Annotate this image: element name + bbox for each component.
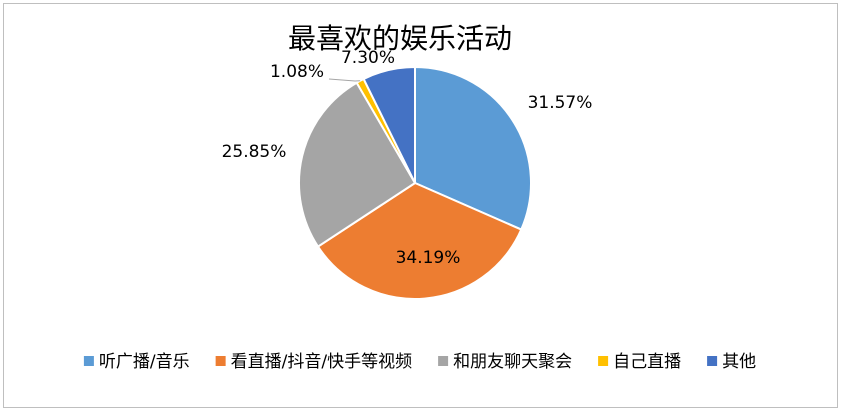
legend-label: 其他 — [722, 352, 756, 372]
data-label: 1.08% — [270, 62, 324, 82]
data-label: 7.30% — [341, 48, 395, 68]
legend-swatch — [83, 356, 94, 366]
legend-swatch — [438, 356, 449, 366]
pie-slice — [414, 65, 532, 231]
legend-swatch — [215, 356, 226, 366]
pie-slice — [298, 81, 417, 248]
pie-slice — [316, 181, 523, 300]
legend-swatch — [598, 356, 609, 366]
chart-title: 最喜欢的娱乐活动 — [288, 22, 512, 55]
data-label: 34.19% — [396, 248, 461, 268]
legend-label: 自己直播 — [613, 352, 681, 372]
legend-swatch — [707, 356, 718, 366]
data-label: 25.85% — [222, 142, 287, 162]
data-label: 31.57% — [528, 93, 593, 113]
legend-label: 和朋友聊天聚会 — [453, 352, 572, 372]
legend-label: 听广播/音乐 — [99, 352, 190, 372]
pie-slice — [362, 65, 416, 184]
legend-label: 看直播/抖音/快手等视频 — [231, 352, 412, 372]
leader-line — [328, 78, 361, 82]
